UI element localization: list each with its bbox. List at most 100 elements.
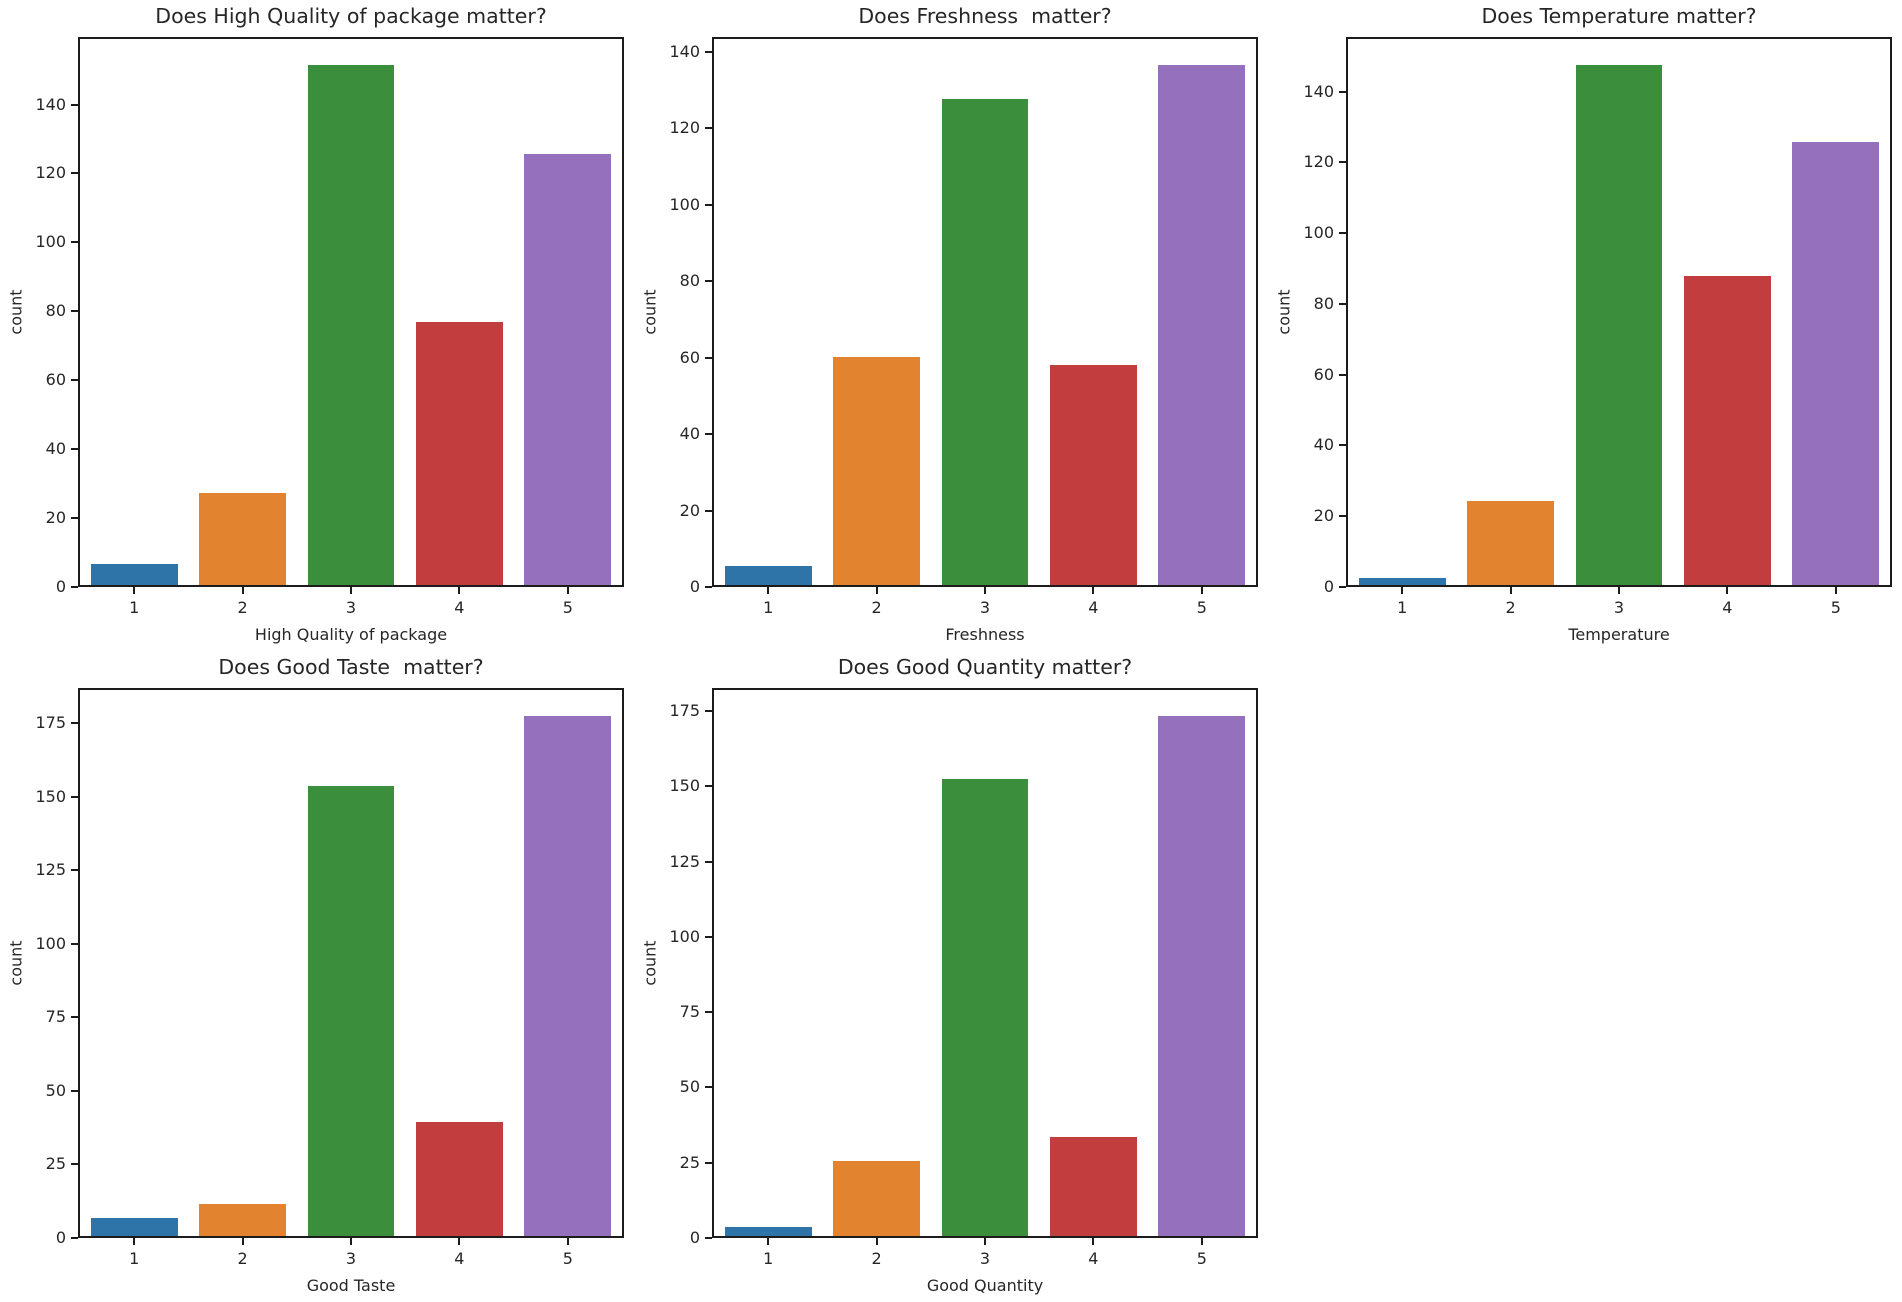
x-tick-label: 4 — [454, 1249, 465, 1268]
subplot-freshness: Does Freshness matter? 0 20 40 60 80 100 120 140… — [634, 0, 1268, 651]
x-tick-mark — [350, 587, 352, 594]
x-tick-label: 1 — [129, 1249, 140, 1268]
subplot-title: Does Good Taste matter? — [218, 655, 484, 679]
y-tick-label: 175 — [669, 701, 700, 721]
y-tick-mark — [71, 103, 78, 106]
y-tick-mark — [705, 586, 712, 588]
x-tick-mark — [1092, 1238, 1095, 1245]
y-tick-mark — [705, 1011, 712, 1014]
y-tick-mark — [71, 795, 78, 798]
y-tick-label: 50 — [679, 1077, 700, 1097]
y-tick-mark — [1339, 90, 1346, 93]
y-tick-mark — [71, 586, 78, 588]
subplot-title: Does High Quality of package matter? — [155, 4, 547, 28]
y-tick-mark — [705, 860, 712, 863]
bar-freshness-2 — [833, 357, 920, 585]
bar-good-quantity-1 — [724, 1227, 812, 1236]
x-tick-mark — [133, 587, 136, 594]
x-tick-label: 3 — [979, 1249, 991, 1268]
x-tick-label: 5 — [1830, 598, 1841, 617]
x-tick-label: 4 — [454, 598, 465, 617]
y-tick-label: 140 — [669, 41, 700, 61]
y-tick-label: 0 — [689, 1228, 700, 1247]
y-tick-label: 75 — [45, 1007, 66, 1027]
plot-area — [78, 688, 624, 1238]
x-tick-mark — [767, 1238, 770, 1245]
y-tick-label: 150 — [35, 786, 66, 806]
bar-good-taste-2 — [199, 1203, 286, 1236]
bar-high-quality-of-package-5 — [524, 153, 612, 585]
x-tick-mark — [767, 587, 770, 594]
x-axis-label: Good Taste — [306, 1276, 396, 1295]
x-tick-label: 4 — [1722, 598, 1733, 617]
y-tick-mark — [71, 379, 78, 382]
x-tick-mark — [458, 1238, 461, 1245]
x-tick-mark — [875, 1238, 878, 1245]
y-tick-mark — [705, 1237, 712, 1239]
y-tick-mark — [705, 356, 712, 359]
y-tick-mark — [1339, 586, 1346, 588]
y-tick-label: 100 — [35, 232, 66, 252]
x-tick-label: 1 — [1397, 598, 1408, 617]
y-tick-label: 120 — [35, 163, 66, 183]
bar-temperature-1 — [1358, 577, 1446, 585]
y-tick-label: 40 — [45, 439, 66, 459]
x-tick-label: 2 — [237, 598, 248, 617]
subplot-title: Does Temperature matter? — [1481, 4, 1757, 28]
subplot-good-taste: Does Good Taste matter? 0 25 50 75 100 125 150 1… — [0, 651, 634, 1302]
y-tick-label: 80 — [679, 271, 700, 291]
y-tick-label: 0 — [689, 577, 700, 596]
y-tick-label: 20 — [45, 508, 66, 528]
bar-good-taste-4 — [416, 1122, 503, 1236]
x-tick-label: 2 — [237, 1249, 248, 1268]
y-tick-label: 0 — [1323, 577, 1334, 596]
y-tick-mark — [705, 1086, 712, 1089]
x-tick-mark — [984, 1238, 986, 1245]
y-tick-label: 120 — [669, 118, 700, 138]
bar-good-quantity-4 — [1050, 1137, 1137, 1236]
y-tick-mark — [71, 517, 78, 520]
x-tick-mark — [1726, 587, 1729, 594]
plot-area — [712, 37, 1258, 587]
y-tick-mark — [71, 310, 78, 313]
y-tick-label: 25 — [679, 1152, 700, 1172]
subplot-good-quantity: Does Good Quantity matter? 0 25 50 75 100 125 1… — [634, 651, 1268, 1302]
bar-good-quantity-3 — [941, 778, 1029, 1236]
bar-good-taste-3 — [307, 786, 395, 1236]
subplot-high-quality-of-package: Does High Quality of package matter? 0 20 4… — [0, 0, 634, 651]
y-tick-mark — [705, 509, 712, 512]
x-tick-label: 1 — [763, 1249, 774, 1268]
y-tick-mark — [71, 942, 78, 945]
x-tick-label: 5 — [1196, 598, 1207, 617]
y-tick-mark — [705, 203, 712, 206]
y-tick-label: 175 — [35, 713, 66, 733]
y-tick-mark — [71, 448, 78, 451]
y-tick-label: 80 — [45, 301, 66, 321]
x-tick-mark — [350, 1238, 352, 1245]
x-tick-mark — [1618, 587, 1620, 594]
y-tick-mark — [1339, 161, 1346, 164]
y-tick-mark — [705, 50, 712, 53]
y-tick-mark — [705, 785, 712, 788]
y-tick-label: 125 — [669, 851, 700, 871]
x-tick-mark — [1092, 587, 1095, 594]
y-axis-label: count — [640, 940, 660, 986]
subplot-title: Does Freshness matter? — [858, 4, 1112, 28]
y-tick-label: 40 — [679, 424, 700, 444]
y-tick-label: 50 — [45, 1080, 66, 1100]
y-tick-mark — [71, 722, 78, 725]
plot-area — [712, 688, 1258, 1238]
x-axis-label: High Quality of package — [254, 625, 448, 644]
bar-freshness-3 — [941, 99, 1029, 585]
y-tick-mark — [705, 935, 712, 938]
x-axis-label: Freshness — [945, 625, 1025, 644]
y-tick-label: 100 — [669, 926, 700, 946]
y-axis-label: count — [1274, 289, 1294, 335]
bar-temperature-4 — [1684, 275, 1771, 585]
y-tick-label: 100 — [669, 194, 700, 214]
y-tick-mark — [71, 1089, 78, 1092]
y-tick-label: 80 — [1313, 293, 1334, 313]
x-tick-mark — [875, 587, 878, 594]
x-tick-mark — [133, 1238, 136, 1245]
